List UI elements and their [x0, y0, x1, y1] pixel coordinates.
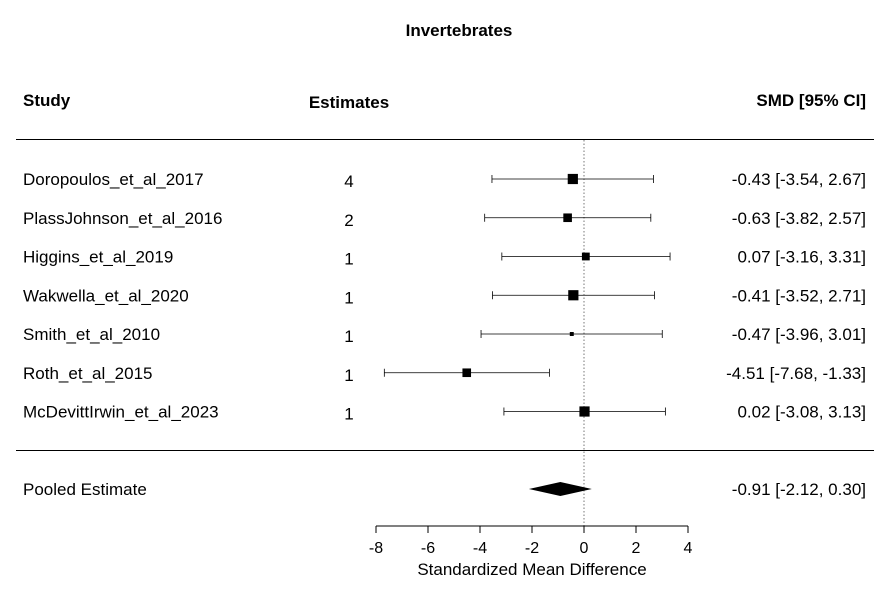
study-name: Smith_et_al_2010 — [23, 325, 160, 344]
point-estimate-square — [462, 368, 472, 378]
smd-ci-label: -0.63 [-3.82, 2.57] — [732, 209, 866, 228]
estimates-count: 1 — [344, 327, 353, 346]
point-estimate-square — [567, 173, 578, 185]
x-axis-title: Standardized Mean Difference — [417, 560, 646, 579]
x-tick-label: -6 — [421, 540, 435, 557]
column-header-smd: SMD [95% CI] — [756, 91, 866, 110]
x-tick-label: 4 — [684, 540, 693, 557]
pooled-diamond — [528, 482, 592, 496]
x-tick-label: 2 — [632, 540, 641, 557]
study-name: Wakwella_et_al_2020 — [23, 286, 189, 305]
estimates-count: 1 — [344, 250, 353, 269]
x-tick-label: 0 — [580, 540, 589, 557]
point-estimate-square — [579, 406, 590, 417]
study-row: Higgins_et_al_2019 1 0.07 [-3.16, 3.31] — [23, 248, 866, 269]
column-header-estimates: Estimates — [309, 93, 389, 112]
point-estimate-square — [563, 213, 572, 223]
study-name: McDevittIrwin_et_al_2023 — [23, 403, 219, 422]
estimates-count: 4 — [344, 172, 353, 191]
pooled-smd-ci-label: -0.91 [-2.12, 0.30] — [732, 480, 866, 499]
smd-ci-label: 0.02 [-3.08, 3.13] — [737, 403, 866, 422]
study-row: McDevittIrwin_et_al_2023 1 0.02 [-3.08, 3.… — [23, 403, 866, 424]
x-tick-label: -2 — [525, 540, 539, 557]
chart-title: Invertebrates — [406, 21, 513, 40]
study-name: Doropoulos_et_al_2017 — [23, 170, 204, 189]
study-name: Higgins_et_al_2019 — [23, 248, 173, 267]
point-estimate-square — [569, 332, 574, 336]
pooled-row: Pooled Estimate -0.91 [-2.12, 0.30] — [23, 480, 866, 499]
smd-ci-label: -0.47 [-3.96, 3.01] — [732, 325, 866, 344]
x-tick-label: -4 — [473, 540, 487, 557]
estimates-count: 1 — [344, 405, 353, 424]
smd-ci-label: -0.43 [-3.54, 2.67] — [732, 170, 866, 189]
study-name: Roth_et_al_2015 — [23, 364, 153, 383]
smd-ci-label: -0.41 [-3.52, 2.71] — [732, 286, 866, 305]
smd-ci-label: 0.07 [-3.16, 3.31] — [737, 248, 866, 267]
estimates-count: 2 — [344, 211, 353, 230]
estimates-count: 1 — [344, 366, 353, 385]
column-header-study: Study — [23, 91, 71, 110]
study-row: Wakwella_et_al_2020 1 -0.41 [-3.52, 2.71] — [23, 286, 866, 307]
smd-ci-label: -4.51 [-7.68, -1.33] — [726, 364, 866, 383]
pooled-label: Pooled Estimate — [23, 480, 147, 499]
study-name: PlassJohnson_et_al_2016 — [23, 209, 222, 228]
point-estimate-square — [581, 252, 590, 261]
estimates-count: 1 — [344, 288, 353, 307]
x-tick-label: -8 — [369, 540, 383, 557]
study-row: Smith_et_al_2010 1 -0.47 [-3.96, 3.01] — [23, 325, 866, 346]
study-row: PlassJohnson_et_al_2016 2 -0.63 [-3.82, 2.… — [23, 209, 866, 230]
study-row: Roth_et_al_2015 1 -4.51 [-7.68, -1.33] — [23, 364, 866, 385]
point-estimate-square — [568, 290, 579, 301]
study-row: Doropoulos_et_al_2017 4 -0.43 [-3.54, 2.67… — [23, 170, 866, 191]
